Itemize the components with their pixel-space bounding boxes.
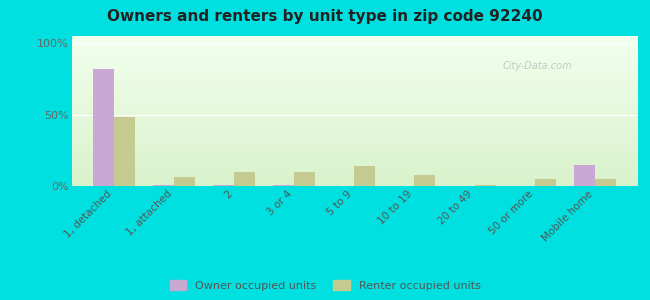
Bar [595,179,616,186]
Bar [213,184,234,186]
Text: City-Data.com: City-Data.com [502,61,572,71]
Bar [114,117,135,186]
Bar [474,184,495,186]
Legend: Owner occupied units, Renter occupied units: Owner occupied units, Renter occupied un… [166,277,484,294]
Text: Owners and renters by unit type in zip code 92240: Owners and renters by unit type in zip c… [107,9,543,24]
Bar [354,166,375,186]
Bar [294,172,315,186]
Bar [273,184,294,186]
Bar [574,165,595,186]
Bar [174,177,195,186]
Bar [92,69,114,186]
Bar [234,172,255,186]
Bar [535,179,556,186]
Bar [415,175,436,186]
Bar [153,184,174,186]
